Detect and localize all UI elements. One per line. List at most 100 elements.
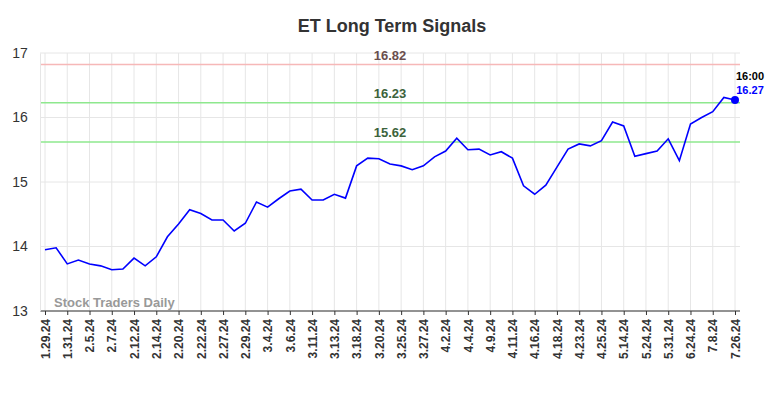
x-tick: 3.27.24 — [417, 311, 431, 359]
reference-label: 16.23 — [374, 86, 407, 101]
x-tick-label: 4.11.24 — [506, 319, 520, 359]
x-tick: 3.13.24 — [328, 311, 342, 359]
x-tick-mark — [223, 311, 224, 315]
last-time: 16:00 — [736, 70, 764, 82]
x-tick-mark — [201, 311, 202, 315]
x-tick-label: 1.29.24 — [39, 319, 53, 359]
x-tick-mark — [379, 311, 380, 315]
grid — [40, 53, 740, 311]
x-tick: 2.12.24 — [128, 311, 142, 359]
x-tick-label: 2.22.24 — [195, 319, 209, 359]
x-tick-label: 3.4.24 — [261, 319, 275, 353]
x-tick-mark — [646, 311, 647, 315]
grid-line-y — [40, 246, 740, 247]
x-tick: 2.5.24 — [83, 311, 97, 352]
x-tick-mark — [334, 311, 335, 315]
x-tick-mark — [312, 311, 313, 315]
x-tick: 3.25.24 — [395, 311, 409, 359]
x-tick-label: 2.12.24 — [128, 319, 142, 359]
x-tick-mark — [156, 311, 157, 315]
reference-label: 15.62 — [374, 125, 407, 140]
y-tick: 15 — [12, 174, 40, 190]
x-tick-mark — [668, 311, 669, 315]
grid-line-y — [40, 182, 740, 183]
x-tick: 3.20.24 — [373, 311, 387, 359]
x-tick-mark — [735, 311, 736, 315]
x-tick-mark — [512, 311, 513, 315]
x-tick-label: 4.9.24 — [484, 319, 498, 353]
x-tick-mark — [579, 311, 580, 315]
x-tick-mark — [535, 311, 536, 315]
x-axis: 1.29.241.31.242.5.242.7.242.12.242.14.24… — [39, 311, 743, 359]
y-tick-label: 13 — [12, 303, 28, 319]
x-tick: 4.11.24 — [506, 311, 520, 358]
x-tick: 3.6.24 — [284, 311, 298, 352]
x-tick: 4.25.24 — [595, 311, 609, 359]
x-tick-mark — [601, 311, 602, 315]
reference-line — [40, 102, 740, 104]
x-tick-mark — [423, 311, 424, 315]
x-tick: 4.4.24 — [462, 311, 476, 352]
title: ET Long Term Signals — [298, 16, 487, 36]
y-tick: 13 — [12, 303, 40, 319]
x-tick-mark — [112, 311, 113, 315]
x-tick: 5.24.24 — [640, 311, 654, 359]
x-tick-mark — [45, 311, 46, 315]
x-tick-label: 4.25.24 — [595, 319, 609, 359]
y-tick-label: 15 — [12, 174, 28, 190]
x-tick-mark — [690, 311, 691, 315]
x-tick: 4.9.24 — [484, 311, 498, 352]
grid-line-y — [40, 311, 740, 312]
x-tick: 6.24.24 — [684, 311, 698, 359]
x-tick: 7.8.24 — [706, 311, 720, 352]
x-tick-label: 3.13.24 — [328, 319, 342, 359]
x-tick: 5.14.24 — [617, 311, 631, 359]
last-point — [731, 96, 739, 104]
x-tick-label: 3.20.24 — [373, 319, 387, 359]
grid-line-y — [40, 117, 740, 118]
reference-lines: 16.82 16.23 15.62 — [40, 48, 740, 142]
x-tick-mark — [713, 311, 714, 315]
x-tick: 4.2.24 — [439, 311, 453, 352]
x-tick-label: 3.6.24 — [284, 319, 298, 353]
y-tick-label: 14 — [12, 238, 28, 254]
x-tick-label: 2.20.24 — [172, 319, 186, 359]
x-tick-label: 6.24.24 — [684, 319, 698, 359]
reference-label: 16.82 — [374, 48, 407, 63]
x-tick-label: 3.25.24 — [395, 319, 409, 359]
x-axis-line — [40, 311, 740, 312]
x-tick: 1.29.24 — [39, 311, 53, 359]
y-tick: 16 — [12, 109, 40, 125]
x-tick-label: 2.7.24 — [105, 319, 119, 353]
x-tick: 2.22.24 — [195, 311, 209, 359]
y-tick: 17 — [12, 45, 40, 61]
x-tick-label: 4.23.24 — [573, 319, 587, 359]
x-tick-label: 7.8.24 — [706, 319, 720, 353]
x-tick-mark — [446, 311, 447, 315]
x-tick-label: 3.11.24 — [306, 319, 320, 359]
x-tick-label: 5.31.24 — [662, 319, 676, 359]
price-line — [45, 98, 735, 270]
x-tick: 4.23.24 — [573, 311, 587, 359]
x-tick-mark — [179, 311, 180, 315]
x-tick-mark — [90, 311, 91, 315]
reference-line — [40, 141, 740, 143]
x-tick-label: 4.2.24 — [439, 319, 453, 353]
x-tick-label: 2.29.24 — [239, 319, 253, 359]
x-tick: 4.16.24 — [528, 311, 542, 359]
x-tick: 2.14.24 — [150, 311, 164, 359]
x-tick: 4.18.24 — [551, 311, 565, 359]
x-tick-mark — [290, 311, 291, 315]
x-tick-mark — [557, 311, 558, 315]
x-tick-label: 2.14.24 — [150, 319, 164, 359]
x-tick: 3.4.24 — [261, 311, 275, 352]
x-tick: 3.18.24 — [350, 311, 364, 359]
x-tick-label: 4.18.24 — [551, 319, 565, 359]
x-tick-mark — [401, 311, 402, 315]
x-tick-mark — [624, 311, 625, 315]
reference-line — [40, 64, 740, 66]
y-axis-line — [40, 54, 41, 312]
x-tick-label: 4.16.24 — [528, 319, 542, 359]
x-tick-mark — [268, 311, 269, 315]
x-tick-mark — [67, 311, 68, 315]
